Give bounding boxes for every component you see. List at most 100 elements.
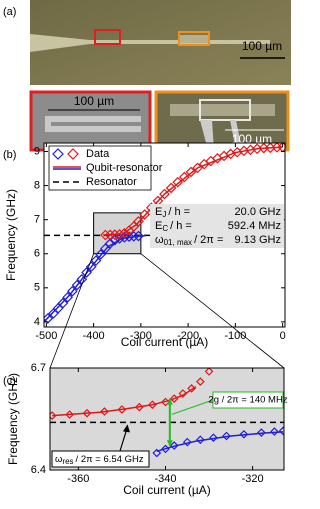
x-tick-label: -200 — [177, 330, 199, 342]
x-tick-label: -400 — [83, 330, 105, 342]
data-point — [118, 232, 130, 243]
zoom-connector — [49, 253, 94, 369]
zoom-photo-right: 100 µm — [154, 90, 290, 152]
data-point — [44, 313, 54, 324]
y-axis-label: Frequency (GHz) — [4, 189, 18, 281]
subscript: 01, max — [164, 238, 192, 247]
data-point — [133, 216, 144, 227]
x-tick-label: -300 — [130, 330, 152, 342]
x-tick-label: -320 — [242, 473, 264, 485]
annotation-text: / h = — [170, 220, 192, 232]
annotation-value: 9.13 GHz — [235, 234, 281, 246]
arrow-pointer — [171, 399, 214, 415]
annotation-box — [51, 450, 150, 468]
data-point — [109, 234, 121, 246]
data-point — [222, 431, 231, 441]
annotation-text: / 2π = 6.54 GHz — [76, 454, 144, 465]
data-point — [134, 402, 144, 412]
data-point — [204, 368, 214, 376]
panel-label: (c) — [3, 375, 16, 387]
data-point — [161, 444, 170, 454]
scale-label: 100 µm — [74, 94, 114, 108]
y-tick-label: 5 — [34, 282, 40, 294]
panel-label: (a) — [3, 6, 16, 18]
data-point — [187, 384, 196, 393]
data-point — [81, 267, 92, 278]
data-point — [169, 441, 179, 450]
y-tick-label: 6.7 — [31, 362, 46, 374]
y-tick-label: 9 — [34, 145, 40, 157]
data-point — [256, 428, 266, 437]
data-point — [165, 182, 177, 194]
x-tick-label: -100 — [224, 330, 246, 342]
data-point — [152, 448, 162, 458]
legend-label: Qubit-resonator — [86, 162, 163, 174]
symbol: ω — [55, 454, 63, 465]
arrow-pointer — [119, 428, 128, 452]
data-point — [182, 437, 192, 447]
data-point — [50, 411, 57, 420]
x-tick-label: 0 — [280, 330, 286, 342]
data-point — [133, 230, 144, 242]
symbol: ω — [155, 234, 164, 246]
annotation: 2g / 2π = 140 MHz — [208, 395, 287, 406]
annotation-box — [212, 391, 284, 409]
data-point — [195, 377, 205, 386]
annotation-value: 20.0 GHz — [235, 206, 281, 218]
x-axis-label: Coil current (µA) — [121, 335, 209, 349]
data-point — [139, 209, 151, 220]
subscript: C — [162, 224, 168, 233]
data-point — [178, 389, 188, 398]
plot-area — [44, 143, 285, 324]
plot-frame — [49, 367, 285, 471]
fit-line — [52, 386, 197, 417]
annotation: EC / h = — [155, 220, 192, 233]
x-tick-label: -340 — [154, 473, 176, 485]
data-point — [123, 231, 135, 243]
y-tick-label: 7 — [34, 214, 40, 226]
data-point — [114, 228, 125, 240]
arrow-head — [166, 398, 173, 405]
legend-symbol — [67, 148, 79, 160]
data-point — [192, 162, 203, 174]
data-point — [90, 255, 102, 266]
annotation-box — [150, 204, 284, 248]
data-point — [57, 297, 69, 309]
y-tick-label: 6.4 — [31, 464, 46, 476]
y-tick-label: 8 — [34, 179, 40, 191]
data-point — [100, 407, 109, 416]
data-point — [239, 429, 249, 439]
chip-photo: 100 µm — [30, 0, 291, 85]
y-tick-label: 4 — [34, 316, 40, 328]
data-point — [100, 229, 111, 241]
x-tick-label: -360 — [67, 473, 89, 485]
annotation-text: / h = — [168, 206, 190, 218]
data-point — [71, 279, 83, 291]
data-point — [117, 405, 127, 414]
data-point — [109, 229, 121, 241]
plot-frame — [43, 142, 286, 328]
annotation-value: 592.4 MHz — [228, 220, 281, 232]
data-point — [185, 166, 197, 178]
data-point — [95, 249, 107, 260]
data-point — [161, 397, 170, 407]
data-point — [159, 188, 170, 200]
scale-label: 100 µm — [242, 39, 282, 53]
data-point — [65, 410, 74, 419]
arrow-head — [166, 440, 173, 447]
data-point — [62, 292, 73, 303]
data-point — [270, 427, 279, 436]
legend-label: Resonator — [86, 176, 137, 188]
data-point — [209, 433, 218, 443]
x-axis-label: Coil current (µA) — [123, 483, 211, 497]
panel-label: (b) — [3, 149, 16, 161]
symbol: E — [155, 220, 162, 232]
data-point — [67, 285, 78, 297]
annotation-text: / 2π = — [194, 234, 223, 246]
annotation: ωres/ 2π = 6.54 GHz — [55, 454, 144, 467]
data-point — [82, 408, 92, 418]
x-tick-label: -500 — [35, 330, 57, 342]
zoom-photo-left: 100 µm — [29, 90, 152, 152]
annotation: ω01, max/ 2π = — [155, 234, 223, 247]
arrow-head — [123, 424, 130, 433]
